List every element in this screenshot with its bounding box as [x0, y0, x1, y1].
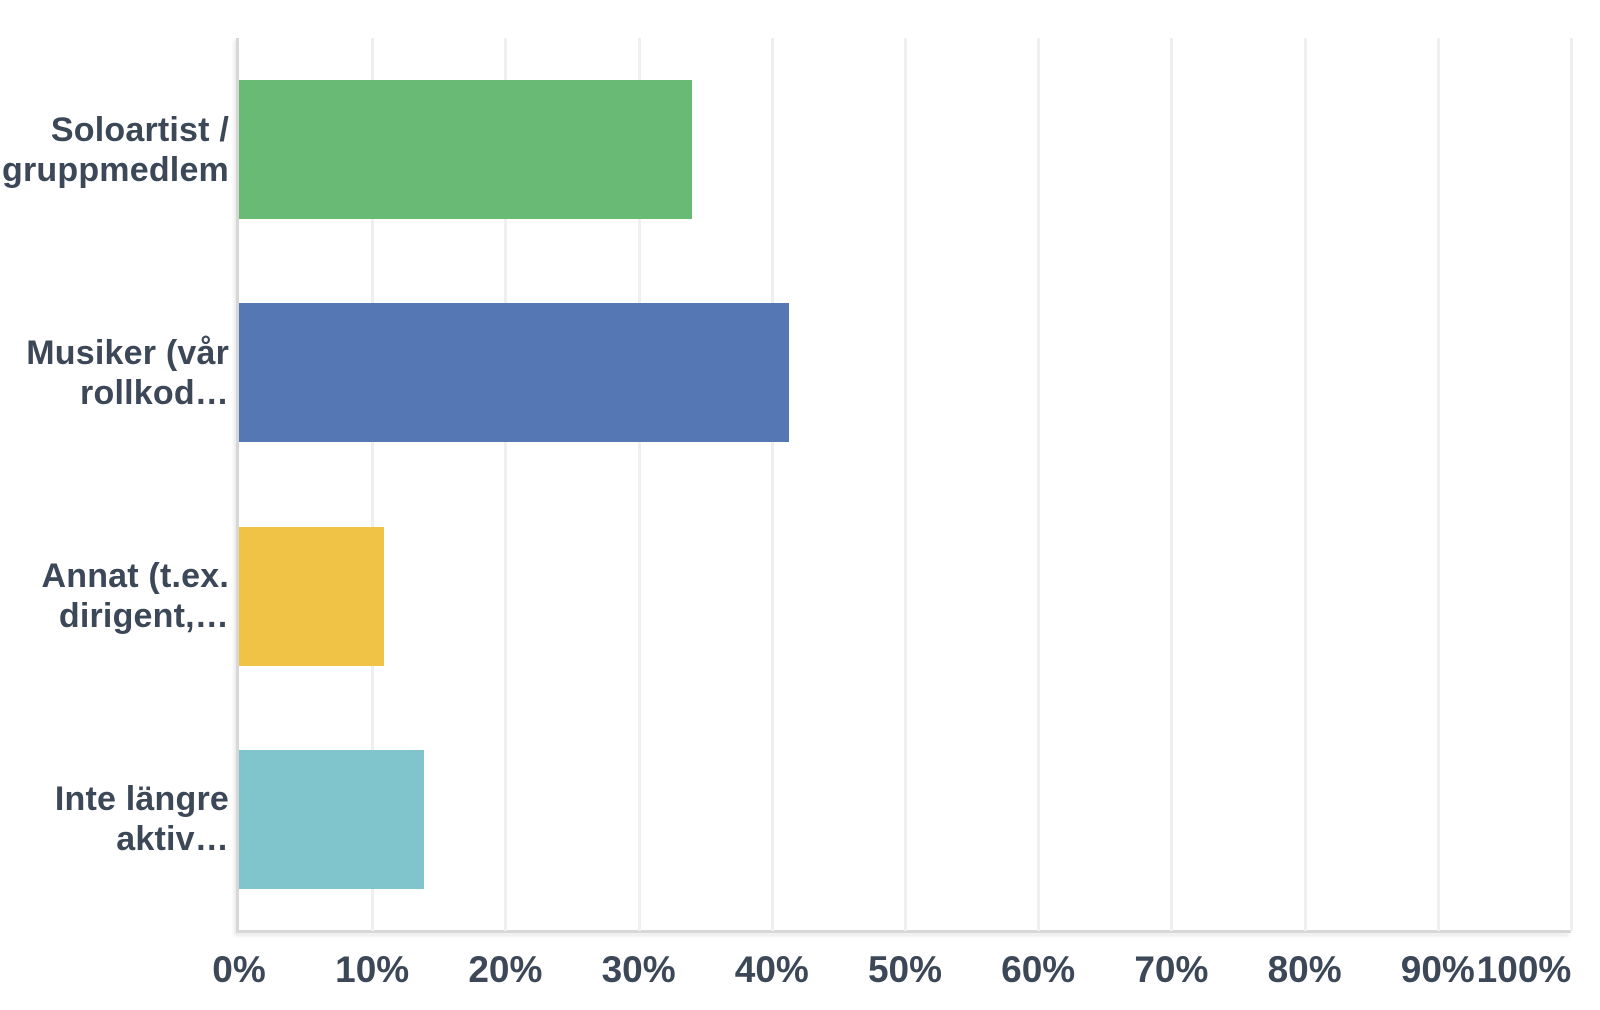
plot-area — [236, 38, 1573, 933]
gridline-80 — [1303, 38, 1307, 931]
category-label-line: Annat (t.ex. — [41, 557, 229, 595]
x-tick-label-0: 0% — [212, 949, 266, 990]
gridline-10 — [371, 38, 375, 931]
category-label-line: Soloartist / — [50, 111, 229, 149]
x-tick-label-80: 80% — [1267, 949, 1342, 990]
category-label-3: Annat (t.ex. dirigent,… — [0, 556, 229, 636]
x-tick-label-90: 90% — [1400, 949, 1475, 990]
x-tick-label-50: 50% — [867, 949, 943, 990]
category-label-line: gruppmedlem — [1, 151, 229, 189]
gridline-60 — [1037, 38, 1041, 931]
category-label-line: Inte längre — [54, 780, 229, 818]
gridline-50 — [904, 38, 907, 931]
category-label-line: dirigent,… — [58, 597, 229, 635]
x-tick-label-70: 70% — [1134, 949, 1209, 990]
x-tick-label-10: 10% — [335, 949, 410, 990]
x-tick-label-100: 100% — [1476, 949, 1572, 990]
y-axis-line — [236, 38, 239, 931]
bar-2 — [239, 303, 790, 442]
category-label-line: aktiv… — [116, 820, 229, 858]
category-axis-labels: Soloartist / gruppmedlem Musiker (vår rollk… — [0, 38, 229, 931]
x-tick-label-60: 60% — [1001, 949, 1076, 990]
gridline-100 — [1570, 38, 1573, 931]
category-label-line: Musiker (vår — [26, 334, 229, 372]
category-label-4: Inte längre aktiv… — [0, 779, 229, 859]
bar-3 — [239, 527, 385, 666]
bar-4 — [239, 750, 425, 889]
x-tick-label-40: 40% — [734, 949, 809, 990]
x-axis-tick-labels: 0% 10% 20% 30% 40% 50% 60% 70% 80% 90% 100% — [212, 949, 1572, 1001]
gridline-40 — [770, 38, 774, 931]
gridline-90 — [1436, 38, 1440, 931]
bar-1 — [239, 80, 692, 219]
category-label-2: Musiker (vår rollkod… — [0, 333, 229, 413]
gridline-20 — [504, 38, 508, 931]
gridline-70 — [1170, 38, 1174, 931]
category-label-line: rollkod… — [80, 374, 229, 412]
x-tick-label-20: 20% — [468, 949, 543, 990]
category-label-1: Soloartist / gruppmedlem — [0, 110, 229, 190]
x-tick-label-30: 30% — [601, 949, 676, 990]
x-axis-line — [236, 930, 1571, 933]
gridline-30 — [637, 38, 641, 931]
